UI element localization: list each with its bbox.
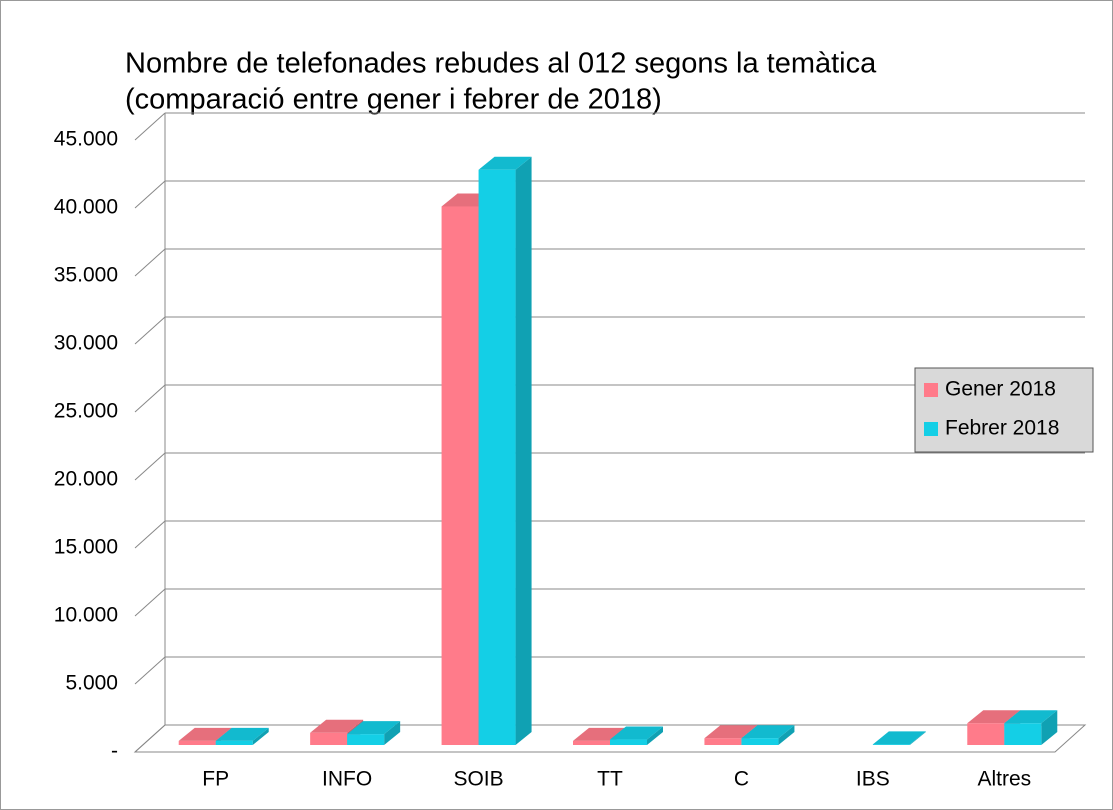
bar-top — [610, 726, 663, 740]
x-tick-label: C — [734, 768, 749, 791]
grid-line — [134, 656, 166, 685]
legend — [914, 367, 1094, 453]
bar-top — [872, 731, 926, 745]
bar-front — [310, 732, 348, 745]
bar-front — [967, 723, 1005, 745]
legend-swatch — [924, 422, 938, 436]
bar-top — [310, 719, 364, 733]
bar — [215, 727, 269, 745]
grid-line — [134, 724, 166, 753]
bar — [347, 721, 401, 745]
grid-line — [134, 180, 166, 209]
y-tick-label: 40.000 — [54, 196, 118, 219]
y-tick-label: 30.000 — [54, 332, 118, 355]
chart-title: (comparació entre gener i febrer de 2018… — [125, 84, 662, 116]
bar-side — [1041, 710, 1058, 745]
x-tick-label: Altres — [977, 768, 1031, 791]
bar-side — [252, 727, 269, 745]
y-tick-label: 45.000 — [54, 128, 118, 151]
grid-line — [134, 112, 166, 141]
bar-front — [610, 739, 647, 745]
grid-line — [134, 588, 166, 617]
bar — [610, 726, 663, 745]
bar-side — [909, 731, 926, 745]
bar — [478, 156, 532, 746]
x-tick-label: FP — [202, 768, 229, 791]
bar-top — [704, 725, 758, 739]
grid-line — [134, 452, 166, 481]
bar-front — [441, 206, 479, 745]
grid-line — [134, 248, 166, 277]
legend-label: Febrer 2018 — [945, 417, 1059, 440]
chart-title: Nombre de telefonades rebudes al 012 seg… — [125, 48, 877, 80]
x-tick-label: INFO — [322, 768, 372, 791]
grid-line — [134, 384, 166, 413]
bar-front — [478, 169, 516, 746]
bar-top — [215, 727, 269, 741]
y-tick-label: 25.000 — [54, 400, 118, 423]
bar-front — [178, 740, 216, 745]
y-tick-label: 15.000 — [54, 536, 118, 559]
bar-side — [778, 725, 795, 745]
bar — [741, 725, 795, 745]
bar-front — [347, 734, 385, 745]
bar-top — [347, 721, 401, 735]
bar-front — [741, 738, 779, 745]
y-tick-label: 20.000 — [54, 468, 118, 491]
grid-line — [134, 316, 166, 345]
bar-top — [967, 710, 1021, 724]
bar-front — [573, 740, 610, 745]
bar-side — [384, 721, 401, 745]
bar-front — [872, 744, 910, 745]
bar-front — [1004, 723, 1042, 745]
bar-side — [515, 156, 532, 746]
legend-label: Gener 2018 — [945, 378, 1056, 401]
y-tick-label: 35.000 — [54, 264, 118, 287]
x-tick-label: IBS — [856, 768, 890, 791]
bar-front — [704, 738, 742, 745]
y-tick-label: - — [111, 740, 118, 763]
bar-top — [1004, 710, 1058, 724]
bar-side — [647, 726, 663, 745]
y-tick-label: 5.000 — [65, 672, 118, 695]
bar — [872, 731, 926, 745]
bar — [1004, 710, 1058, 745]
bar-top — [741, 725, 795, 739]
bar-top — [178, 727, 232, 741]
bar-top — [478, 156, 532, 170]
bar-front — [215, 740, 253, 745]
grid-line — [134, 520, 166, 549]
legend-swatch — [924, 383, 938, 397]
x-tick-label: SOIB — [453, 768, 503, 791]
x-tick-label: TT — [597, 768, 623, 791]
y-tick-label: 10.000 — [54, 604, 118, 627]
